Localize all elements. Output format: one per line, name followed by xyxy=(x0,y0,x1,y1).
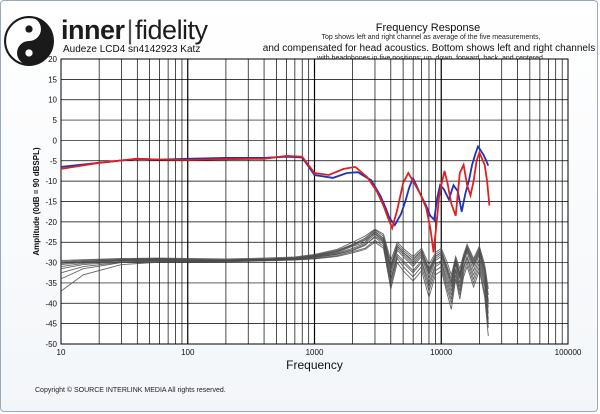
x-tick-label: 1000 xyxy=(306,348,324,357)
chart-title: Frequency Response xyxy=(375,22,481,34)
x-tick-label: 10 xyxy=(57,348,66,357)
y-tick-label: -15 xyxy=(45,198,57,207)
x-tick-label: 100 xyxy=(181,348,195,357)
y-tick-label: 5 xyxy=(53,116,58,125)
raw-measurement-line-10 xyxy=(60,230,489,304)
right-channel-line xyxy=(60,150,491,253)
raw-measurement-line-8 xyxy=(60,228,489,290)
y-tick-label: 10 xyxy=(48,96,57,105)
y-tick-label: -50 xyxy=(45,340,57,349)
brand-logo-divider: | xyxy=(126,15,134,45)
y-tick-label: -25 xyxy=(45,238,57,247)
x-tick-label: 10000 xyxy=(430,348,453,357)
y-tick-label: 15 xyxy=(48,75,57,84)
y-axis-label: Amplitude (0dB = 90 dBSPL) xyxy=(32,147,41,256)
y-tick-label: 20 xyxy=(48,55,57,64)
y-tick-label: 0 xyxy=(53,136,58,145)
raw-measurement-line-6 xyxy=(60,241,489,336)
y-tick-label: -40 xyxy=(45,299,57,308)
brand-logo: inner|fidelity xyxy=(61,15,208,46)
copyright-notice: Copyright © SOURCE INTERLINK MEDIA All r… xyxy=(35,387,226,394)
yin-yang-logo-icon xyxy=(4,16,54,66)
brand-logo-part1: inner xyxy=(61,15,125,45)
chart-note-1: Top shows left and right channel as aver… xyxy=(321,34,541,41)
y-tick-label: -20 xyxy=(45,218,57,227)
y-tick-label: -45 xyxy=(45,320,57,329)
model-label: Audeze LCD4 sn4142923 Katz xyxy=(63,44,201,55)
y-tick-label: -35 xyxy=(45,279,57,288)
y-tick-label: -10 xyxy=(45,177,57,186)
x-tick-label: 100000 xyxy=(555,348,582,357)
raw-measurement-line-9 xyxy=(60,236,489,324)
chart-note-2: and compensated for head acoustics. Bott… xyxy=(262,43,596,54)
brand-logo-part2: fidelity xyxy=(135,15,208,45)
y-tick-label: -5 xyxy=(50,157,58,166)
x-axis-label: Frequency xyxy=(286,358,343,372)
y-tick-label: -30 xyxy=(45,259,57,268)
